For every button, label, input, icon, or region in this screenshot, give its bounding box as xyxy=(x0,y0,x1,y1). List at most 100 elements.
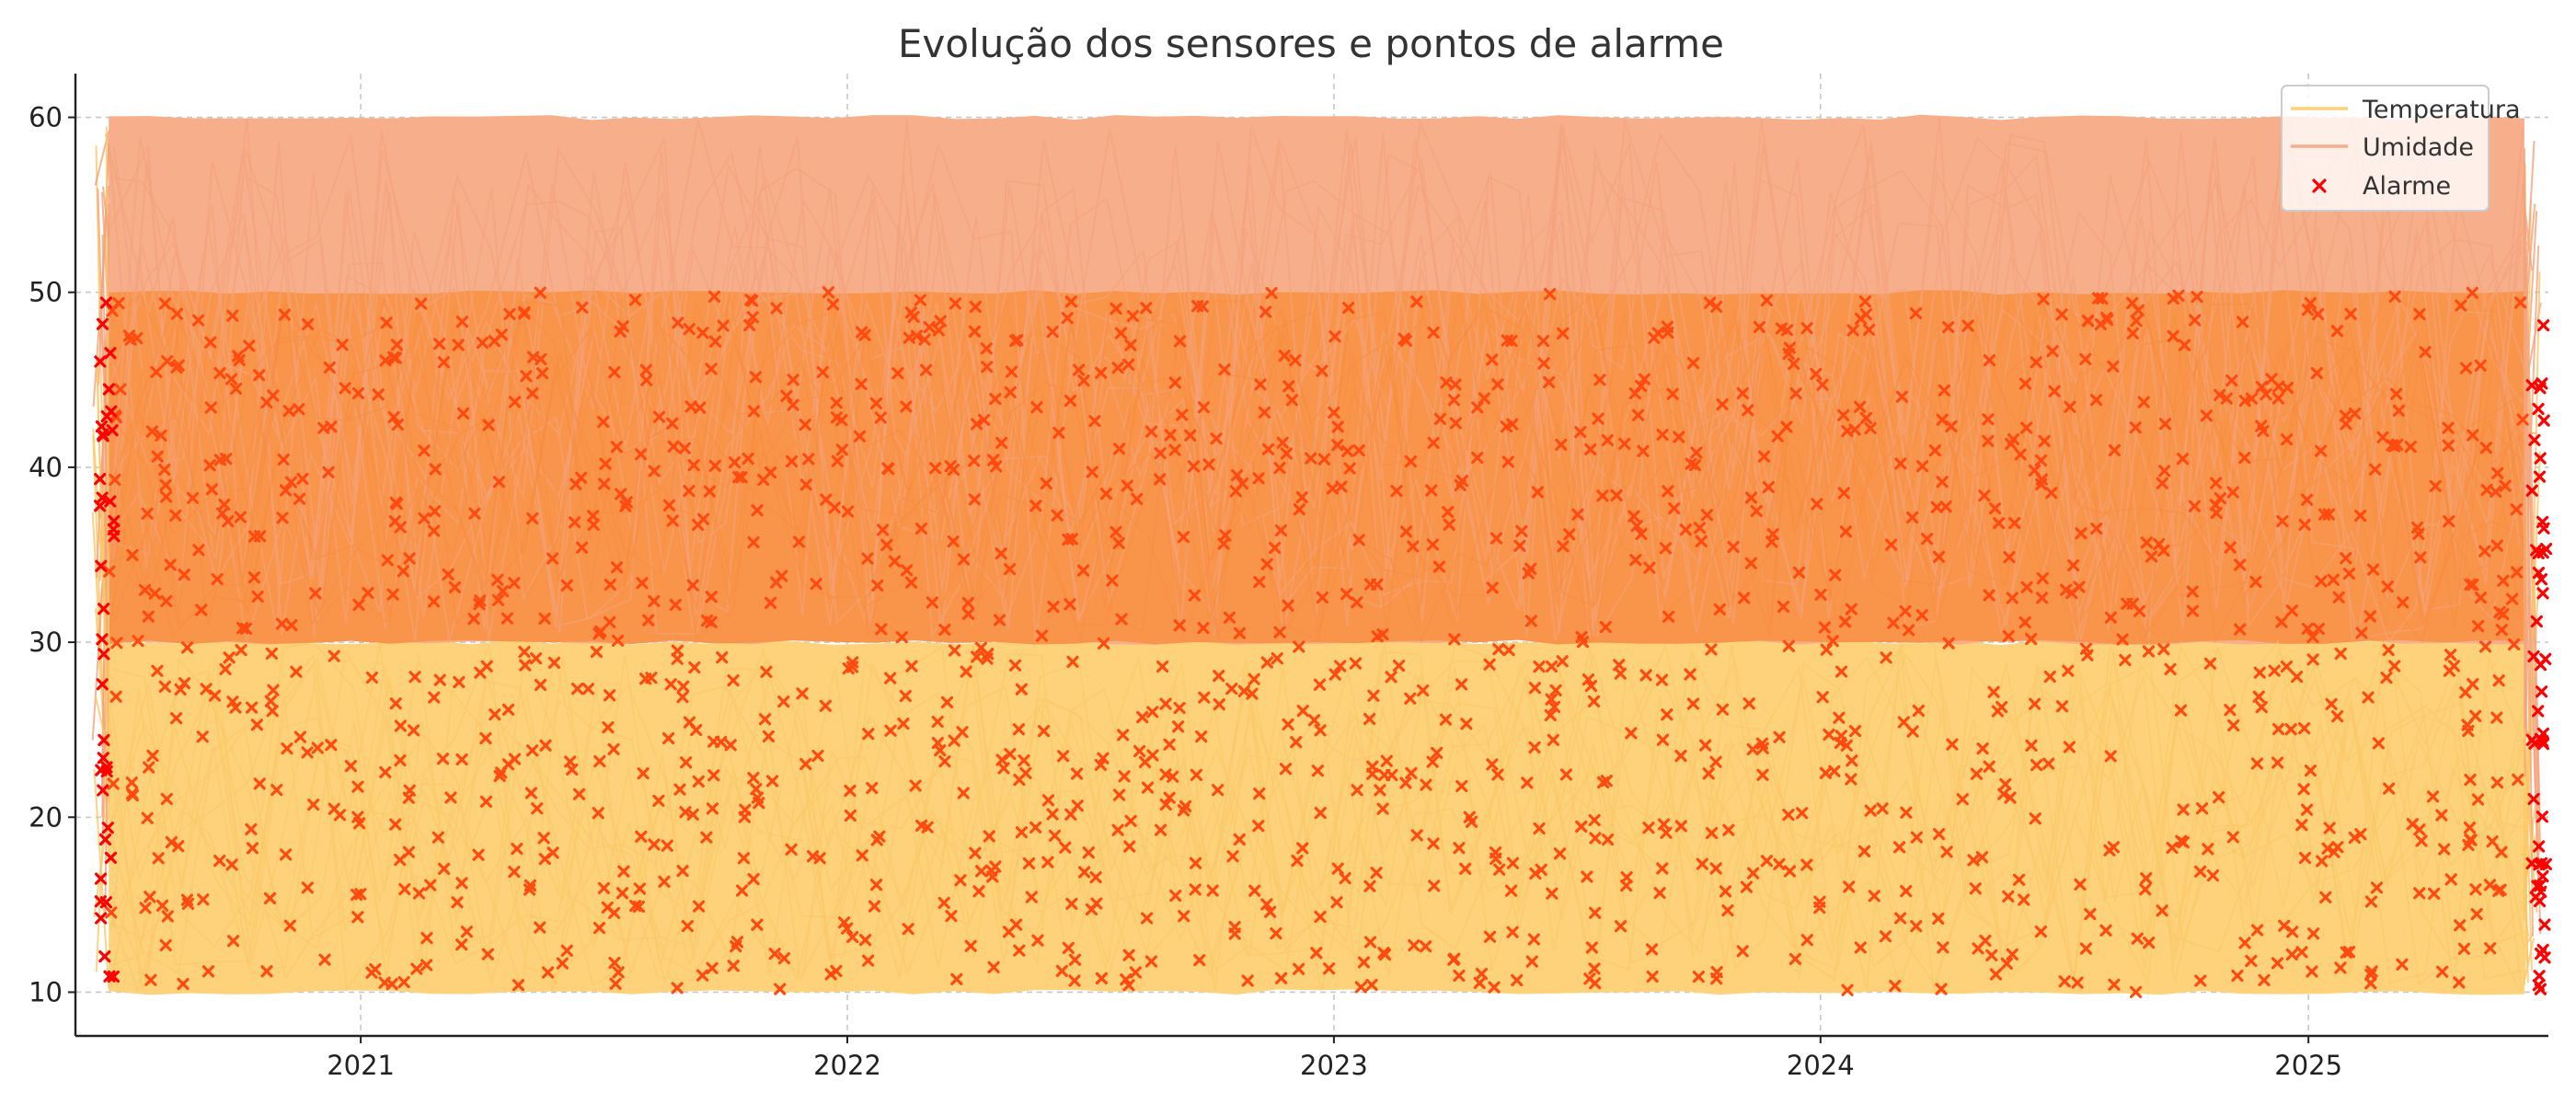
marker-stroke xyxy=(2046,345,2059,358)
alarme-marker xyxy=(2099,924,2112,937)
alarme-marker xyxy=(1662,327,1674,339)
marker-stroke xyxy=(1515,524,1528,537)
marker-stroke xyxy=(785,843,798,856)
marker-stroke xyxy=(2304,765,2317,777)
alarme-marker xyxy=(539,739,552,752)
alarme-marker xyxy=(1316,364,1328,377)
alarme-marker xyxy=(1930,500,1943,513)
marker-stroke xyxy=(2177,803,2190,816)
alarme-marker xyxy=(235,644,247,657)
alarme-marker xyxy=(602,720,615,734)
alarme-marker xyxy=(2304,765,2317,777)
marker-stroke xyxy=(245,822,258,835)
marker-stroke xyxy=(828,501,841,514)
alarme-marker xyxy=(267,684,280,696)
alarme-marker xyxy=(1756,768,1769,781)
marker-stroke xyxy=(1140,302,1153,315)
alarme-marker xyxy=(870,834,883,846)
alarme-marker xyxy=(628,293,642,306)
series-overlap-trace xyxy=(112,293,2524,644)
marker-stroke xyxy=(524,787,537,799)
marker-stroke xyxy=(1048,829,1062,842)
marker-stroke xyxy=(2323,822,2336,834)
alarme-marker xyxy=(1293,962,1305,975)
marker-stroke xyxy=(792,535,806,548)
alarme-marker xyxy=(2428,887,2441,900)
alarme-marker xyxy=(2002,890,2015,903)
marker-stroke xyxy=(739,803,752,816)
marker-stroke xyxy=(1868,890,1880,903)
alarme-marker xyxy=(351,780,364,793)
alarme-marker xyxy=(599,457,612,470)
alarme-marker xyxy=(1483,930,1497,943)
marker-stroke xyxy=(1293,962,1305,975)
marker-stroke xyxy=(492,476,505,489)
alarme-marker xyxy=(2380,672,2393,684)
alarme-marker xyxy=(491,573,504,586)
alarme-marker xyxy=(1659,542,1673,555)
marker-stroke xyxy=(1198,691,1211,704)
alarme-marker xyxy=(418,512,431,524)
alarme-marker xyxy=(1189,883,1202,896)
marker-stroke xyxy=(950,972,963,985)
alarme-marker xyxy=(1792,566,1806,579)
alarme-marker xyxy=(2533,970,2546,983)
marker-stroke xyxy=(940,696,954,708)
alarme-marker xyxy=(1982,413,1995,426)
marker-stroke xyxy=(2383,782,2396,795)
alarme-marker xyxy=(538,612,551,626)
marker-stroke xyxy=(1223,611,1236,624)
alarme-marker xyxy=(511,843,523,856)
marker-stroke xyxy=(170,307,184,320)
marker-stroke xyxy=(1631,408,1645,421)
marker-stroke xyxy=(1025,891,1038,903)
alarme-marker xyxy=(192,544,205,557)
marker-stroke xyxy=(799,478,812,491)
marker-stroke xyxy=(1282,599,1294,612)
marker-stroke xyxy=(526,744,539,757)
alarme-marker xyxy=(1179,799,1192,812)
alarme-marker xyxy=(980,342,993,355)
marker-stroke xyxy=(2392,404,2405,417)
alarme-marker xyxy=(1274,523,1288,537)
marker-stroke xyxy=(2092,292,2105,305)
alarme-marker xyxy=(145,425,158,438)
alarme-marker xyxy=(751,918,764,931)
alarme-marker xyxy=(758,713,772,726)
marker-stroke xyxy=(1405,766,1418,779)
marker-stroke xyxy=(1593,374,1606,386)
alarme-marker xyxy=(1528,682,1542,695)
marker-stroke xyxy=(479,795,493,808)
marker-stroke xyxy=(351,888,363,902)
alarme-marker xyxy=(2414,551,2427,564)
alarme-marker xyxy=(2224,704,2237,717)
alarme-marker xyxy=(686,579,699,592)
alarme-marker xyxy=(2369,463,2382,476)
marker-stroke xyxy=(1111,823,1124,836)
marker-stroke xyxy=(1738,592,1751,604)
alarme-marker xyxy=(2142,645,2156,658)
marker-stroke xyxy=(1259,305,1272,318)
marker-stroke xyxy=(1581,870,1593,883)
alarme-marker xyxy=(2537,414,2550,427)
marker-stroke xyxy=(1668,502,1681,515)
series-edge-trace xyxy=(2523,937,2536,981)
marker-stroke xyxy=(279,848,293,861)
alarme-marker xyxy=(2383,782,2396,795)
alarme-marker xyxy=(1025,891,1038,903)
alarme-marker xyxy=(2158,465,2171,477)
marker-stroke xyxy=(1126,309,1140,323)
alarme-marker xyxy=(2495,623,2508,637)
alarme-marker xyxy=(317,421,330,434)
alarme-marker xyxy=(1515,524,1528,537)
alarme-marker xyxy=(1933,550,1946,563)
alarme-marker xyxy=(1491,768,1504,781)
alarme-marker xyxy=(1537,357,1550,370)
marker-stroke xyxy=(250,719,263,731)
marker-stroke xyxy=(855,377,868,391)
alarme-marker xyxy=(2012,873,2026,886)
alarme-marker xyxy=(615,488,627,500)
marker-stroke xyxy=(1543,375,1556,389)
alarme-marker xyxy=(688,661,701,674)
marker-stroke xyxy=(172,840,185,853)
